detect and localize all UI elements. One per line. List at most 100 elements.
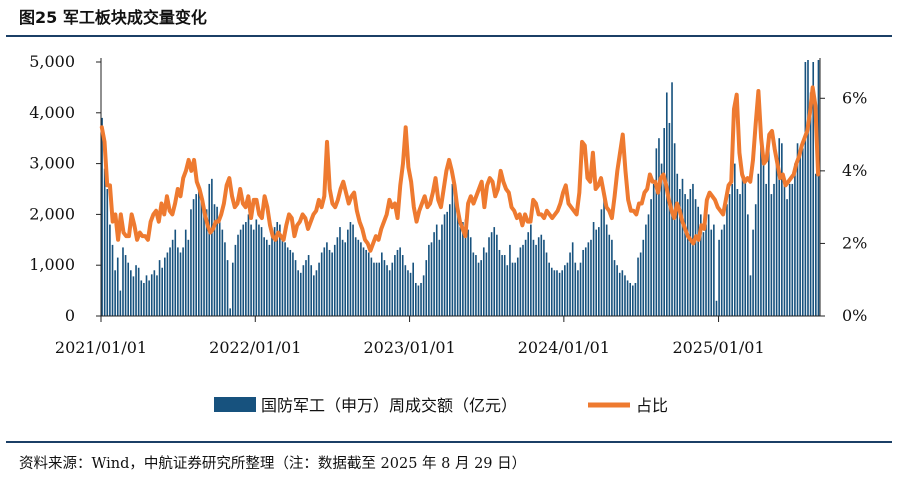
volume-bar (211, 178, 213, 316)
volume-bar (545, 252, 548, 316)
volume-bar (519, 247, 522, 316)
volume-bar (177, 247, 179, 316)
volume-bar (422, 275, 425, 316)
volume-bar (292, 252, 294, 316)
volume-bar (564, 265, 566, 316)
volume-bar (394, 255, 396, 316)
volume-bar (208, 183, 211, 316)
volume-bar (454, 194, 456, 316)
volume-bar (665, 92, 668, 316)
volume-bar (616, 265, 618, 316)
volume-bar (318, 262, 320, 316)
volume-bar (435, 224, 438, 316)
volume-bar (817, 60, 820, 316)
bar-series (101, 60, 820, 317)
volume-bar (336, 237, 339, 316)
volume-bar (438, 239, 441, 316)
volume-bar (373, 262, 375, 316)
volume-bar (762, 163, 765, 316)
volume-bar (480, 260, 482, 316)
volume-bar (153, 270, 156, 316)
volume-bar (313, 275, 315, 316)
y-left-tick-label: 0 (65, 306, 75, 325)
volume-bar (140, 280, 143, 316)
volume-bar (516, 257, 519, 316)
volume-bar (404, 265, 407, 316)
volume-bar (637, 257, 639, 316)
volume-bar (757, 173, 760, 316)
volume-bar (668, 122, 671, 317)
volume-bar (417, 285, 420, 316)
volume-bar (694, 199, 697, 316)
volume-bar (733, 163, 736, 316)
volume-bar (566, 262, 569, 316)
volume-bar (420, 282, 422, 316)
volume-bar (407, 270, 409, 316)
volume-bar (535, 244, 537, 316)
volume-bar (101, 117, 103, 316)
volume-bar (652, 183, 655, 316)
volume-bar (333, 244, 336, 316)
volume-bar (216, 206, 218, 316)
volume-bar (294, 260, 297, 316)
share-line (99, 85, 821, 253)
volume-bar (621, 270, 624, 316)
volume-bar (341, 239, 344, 316)
chart-legend: 国防军工（申万）周成交额（亿元） 占比 (214, 396, 668, 415)
volume-bar (409, 272, 412, 316)
volume-bar (467, 229, 469, 316)
volume-bar (739, 194, 741, 316)
volume-bar (613, 260, 616, 316)
volume-bar (331, 252, 333, 316)
volume-bar (396, 249, 399, 316)
volume-bar (794, 163, 796, 316)
volume-bar (676, 173, 679, 316)
volume-bar (218, 219, 221, 316)
volume-bar (501, 255, 503, 316)
volume-bar (726, 204, 728, 316)
volume-bar (801, 148, 804, 316)
volume-bar (618, 272, 621, 316)
volume-bar (553, 270, 556, 316)
volume-bar (412, 262, 414, 316)
volume-bar (127, 262, 130, 316)
volume-bar (775, 158, 778, 316)
volume-bar (260, 227, 263, 316)
volume-bar (660, 163, 663, 316)
volume-bar (804, 62, 807, 316)
volume-bar (629, 282, 632, 316)
volume-bar (493, 227, 496, 316)
volume-bar (263, 237, 265, 316)
volume-bar (807, 60, 809, 316)
volume-bar (671, 82, 673, 316)
volume-bar (339, 227, 341, 316)
volume-bar (365, 249, 367, 316)
volume-bar (681, 178, 684, 316)
volume-bar (344, 242, 347, 316)
volume-bar (548, 262, 550, 316)
volume-bar (111, 244, 114, 316)
volume-bar (150, 274, 153, 316)
volume-bar (195, 194, 197, 316)
volume-bar (592, 222, 595, 316)
volume-bar (673, 143, 676, 316)
volume-bar (624, 275, 626, 316)
volume-bar (749, 275, 752, 316)
volume-bar (472, 252, 475, 316)
volume-bar (626, 280, 629, 316)
volume-bar (428, 244, 430, 316)
bottom-rule (6, 441, 892, 443)
x-tick-label: 2021/01/01 (55, 338, 147, 357)
volume-bar (783, 178, 786, 316)
volume-bar (255, 219, 258, 316)
volume-bar (415, 282, 417, 316)
volume-bar (490, 232, 493, 316)
volume-bar (224, 242, 226, 316)
volume-bar (258, 224, 260, 316)
volume-bar (237, 234, 239, 316)
volume-bar (605, 224, 608, 316)
volume-bar (119, 290, 122, 316)
volume-bar (718, 239, 720, 316)
volume-bar (289, 249, 292, 316)
volume-bar (229, 308, 231, 316)
